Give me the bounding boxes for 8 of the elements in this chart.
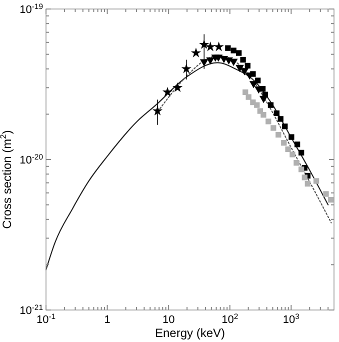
- x-tick-label: 10: [162, 314, 175, 326]
- y-tick-label: 10$^{-20}$: [20, 152, 43, 166]
- x-tick-label: 10$^{-1}$: [36, 312, 56, 326]
- x-tick-label: 1: [104, 314, 110, 326]
- x-tick-label: 10$^{3}$: [282, 312, 300, 326]
- x-axis-title: Energy (keV): [154, 326, 226, 340]
- x-tick-label: 10$^{2}$: [222, 312, 238, 326]
- y-tick-label: 10$^{-19}$: [20, 2, 43, 16]
